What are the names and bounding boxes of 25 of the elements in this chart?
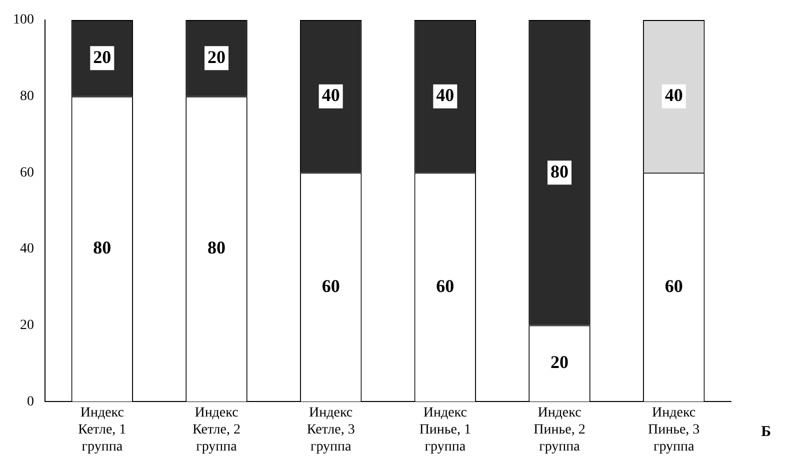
x-tick-label: Индекс Пинье, 1 группа xyxy=(419,406,472,454)
data-label: 80 xyxy=(93,238,112,258)
y-tick-label: 100 xyxy=(13,12,34,28)
x-tick-label: Индекс Кетле, 3 группа xyxy=(306,406,355,454)
data-label: 40 xyxy=(664,84,683,105)
x-tick-label: Индекс Пинье, 2 группа xyxy=(534,406,586,454)
data-label: 80 xyxy=(208,238,226,258)
y-tick-label: 40 xyxy=(20,242,34,257)
text: Б xyxy=(761,424,771,441)
y-tick-label: 60 xyxy=(20,165,34,180)
data-label: 20 xyxy=(93,46,112,67)
data-label: 20 xyxy=(208,46,226,67)
data-label: 60 xyxy=(436,276,454,296)
data-label: 60 xyxy=(322,276,340,296)
y-tick-label: 20 xyxy=(20,318,34,333)
data-label: 40 xyxy=(436,84,454,105)
data-label: 20 xyxy=(550,352,568,372)
x-tick-label: Индекс Кетле, 1 группа xyxy=(78,406,126,454)
x-tick-label: Индекс Пинье, 3 группа xyxy=(648,406,700,454)
data-label: 40 xyxy=(322,84,340,105)
data-label: 80 xyxy=(550,161,568,182)
y-tick-label: 0 xyxy=(27,394,34,410)
y-tick-label: 80 xyxy=(20,88,34,104)
data-label: 60 xyxy=(664,276,683,296)
x-tick-label: Индекс Кетле, 2 группа xyxy=(192,406,240,454)
